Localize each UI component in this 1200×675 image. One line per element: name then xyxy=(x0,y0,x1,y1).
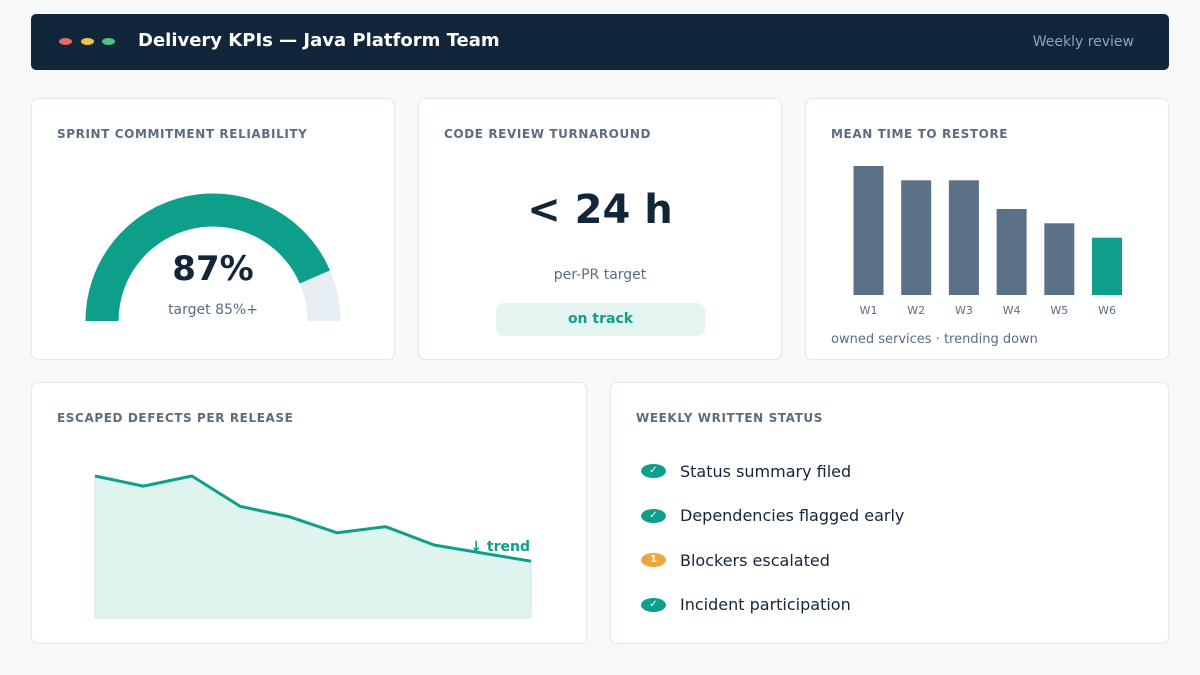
status-badge: on track xyxy=(496,303,705,336)
mttr-bar-w5 xyxy=(1044,223,1075,295)
status-checklist: ✓ Status summary filed ✓ Dependencies flagg… xyxy=(641,449,904,627)
status-item-label: Blockers escalated xyxy=(680,550,830,570)
app-subtitle: Weekly review xyxy=(1032,34,1134,50)
defects-line xyxy=(94,474,532,563)
gauge-value: 87% xyxy=(172,249,254,289)
mttr-bar-w3 xyxy=(948,180,979,295)
maximize-window-dot[interactable] xyxy=(102,38,115,45)
mttr-caption: owned services · trending down xyxy=(831,332,1038,347)
mttr-tick-label: W6 xyxy=(1098,304,1116,317)
status-item-label: Dependencies flagged early xyxy=(680,506,905,526)
list-item: ✓ Dependencies flagged early xyxy=(641,494,904,539)
mttr-tick-label: W4 xyxy=(1003,304,1021,317)
close-window-dot[interactable] xyxy=(59,38,72,45)
defects-area xyxy=(94,475,532,619)
mttr-tick-label: W2 xyxy=(907,304,925,317)
list-item: ✓ Incident participation xyxy=(641,583,904,628)
gauge-target-label: target 85%+ xyxy=(168,302,258,318)
weekly-status-card: WEEKLY WRITTEN STATUS ✓ Status summary fi… xyxy=(610,382,1169,644)
mttr-bar-chart: W1 W2 W3 W4 W5 W6 xyxy=(853,166,1122,317)
list-item: 1 Blockers escalated xyxy=(641,538,904,583)
card-title: SPRINT COMMITMENT RELIABILITY xyxy=(57,127,308,141)
check-icon: ✓ xyxy=(641,464,666,479)
mttr-tick-label: W3 xyxy=(955,304,973,317)
title-bar: Delivery KPIs — Java Platform Team Weekl… xyxy=(31,14,1169,70)
mttr-card: MEAN TIME TO RESTORE W1 W2 W3 W4 W5 W6 owned … xyxy=(805,98,1169,360)
gauge-fill xyxy=(85,193,331,322)
mttr-tick-label: W1 xyxy=(860,304,878,317)
mttr-bar-w1 xyxy=(853,166,884,295)
defects-area-chart: ↓ trend xyxy=(94,474,532,619)
trend-label: ↓ trend xyxy=(470,539,530,555)
review-caption: per-PR target xyxy=(553,267,647,283)
code-review-card: CODE REVIEW TURNAROUND < 24 h per-PR tar… xyxy=(418,98,782,360)
app-title: Delivery KPIs — Java Platform Team xyxy=(138,30,500,51)
check-icon: ✓ xyxy=(641,597,666,612)
status-item-label: Status summary filed xyxy=(680,461,852,481)
card-title: MEAN TIME TO RESTORE xyxy=(831,127,1009,141)
escaped-defects-card: ESCAPED DEFECTS PER RELEASE ↓ trend xyxy=(31,382,587,644)
status-item-label: Incident participation xyxy=(680,595,851,615)
count-badge: 1 xyxy=(641,553,666,568)
mttr-tick-label: W5 xyxy=(1050,304,1068,317)
sprint-reliability-card: SPRINT COMMITMENT RELIABILITY 87% target… xyxy=(31,98,395,360)
review-turnaround-value: < 24 h xyxy=(527,187,673,233)
minimize-window-dot[interactable] xyxy=(81,38,94,45)
card-title: CODE REVIEW TURNAROUND xyxy=(444,127,652,141)
card-title: ESCAPED DEFECTS PER RELEASE xyxy=(57,411,294,425)
mttr-bar-w4 xyxy=(996,209,1027,295)
mttr-bar-w6 xyxy=(1092,237,1122,295)
card-title: WEEKLY WRITTEN STATUS xyxy=(636,411,824,425)
check-icon: ✓ xyxy=(641,508,666,523)
mttr-bar-w2 xyxy=(901,180,932,295)
list-item: ✓ Status summary filed xyxy=(641,449,904,494)
reliability-gauge xyxy=(85,193,341,322)
